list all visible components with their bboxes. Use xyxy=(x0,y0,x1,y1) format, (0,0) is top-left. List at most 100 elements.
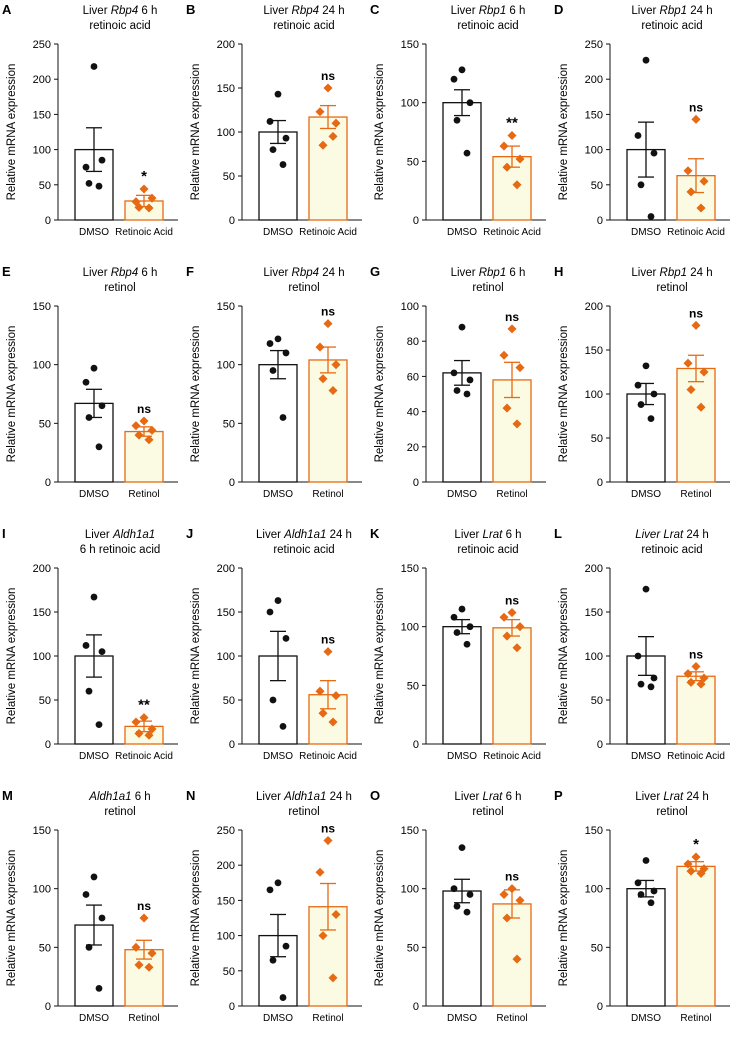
plot-area: 0 50 100 150 DMSO Retinoic Acid ns xyxy=(401,563,546,762)
y-tick-label: 100 xyxy=(585,884,603,896)
y-tick-label: 150 xyxy=(585,109,603,121)
chart-title: Aldh1a1 6 h xyxy=(88,791,150,803)
chart-title-part: 6 h xyxy=(502,791,521,803)
plot-area: 0 50 100 150 DMSO Retinol ns xyxy=(217,301,362,500)
data-point-treatment xyxy=(144,962,154,972)
chart-title: Liver Lrat 24 h xyxy=(635,529,709,541)
data-point-dmso xyxy=(650,149,658,157)
significance-label: ns xyxy=(689,100,703,114)
data-point-dmso xyxy=(90,873,98,881)
chart-subtitle: 6 h retinoic acid xyxy=(80,544,161,556)
plot-area: 0 50 100 150 DMSO Retinol ns xyxy=(33,825,178,1024)
plot-area: 0 50 100 150 200 DMSO Retinoic Acid ns xyxy=(217,563,362,762)
panel-letter: M xyxy=(2,788,13,803)
y-tick-label: 100 xyxy=(401,98,419,110)
y-tick-label: 50 xyxy=(39,180,51,192)
y-axis-label: Relative mRNA expression xyxy=(374,326,386,463)
x-tick-label: Retinol xyxy=(128,489,159,500)
y-axis-label: Relative mRNA expression xyxy=(6,588,18,725)
y-axis-label: Relative mRNA expression xyxy=(558,64,570,201)
data-point-dmso xyxy=(282,134,290,142)
y-tick-label: 150 xyxy=(217,607,235,619)
data-point-dmso xyxy=(647,899,655,907)
data-point-treatment xyxy=(315,107,325,117)
y-tick-label: 50 xyxy=(39,695,51,707)
y-tick-label: 200 xyxy=(33,74,51,86)
y-tick-label: 0 xyxy=(229,215,235,227)
data-point-dmso xyxy=(466,891,474,898)
chart-title-part: Liver xyxy=(85,529,113,541)
data-point-treatment xyxy=(323,83,333,93)
data-point-dmso xyxy=(274,879,282,887)
y-axis-label: Relative mRNA expression xyxy=(190,850,202,987)
chart-title-part: Lrat xyxy=(483,791,504,803)
y-tick-label: 0 xyxy=(45,477,51,489)
data-point-dmso xyxy=(642,362,650,370)
data-point-treatment xyxy=(315,867,325,877)
data-point-dmso xyxy=(95,721,103,729)
data-point-treatment xyxy=(683,166,693,176)
y-tick-label: 150 xyxy=(401,563,419,575)
panel-letter: H xyxy=(554,264,563,279)
data-point-treatment xyxy=(131,421,141,431)
y-tick-label: 100 xyxy=(401,622,419,634)
chart-title-part: Aldh1a1 xyxy=(283,791,326,803)
y-tick-label: 100 xyxy=(585,389,603,401)
y-tick-label: 100 xyxy=(217,651,235,663)
panel-letter: G xyxy=(370,264,380,279)
chart-title-part: Rbp4 xyxy=(111,5,139,17)
panel-letter: A xyxy=(2,2,12,17)
data-point-treatment xyxy=(691,662,701,672)
data-point-dmso xyxy=(634,652,642,660)
significance-label: ns xyxy=(689,648,703,662)
data-point-treatment xyxy=(696,679,706,689)
data-point-dmso xyxy=(82,891,90,898)
data-point-treatment xyxy=(691,320,701,330)
data-point-treatment xyxy=(691,852,701,862)
data-point-dmso xyxy=(279,994,287,1001)
chart-subtitle: retinoic acid xyxy=(273,544,334,556)
data-point-dmso xyxy=(282,635,290,642)
y-tick-label: 150 xyxy=(217,83,235,95)
chart-subtitle: retinoic acid xyxy=(457,544,518,556)
y-tick-label: 200 xyxy=(585,301,603,313)
data-point-dmso xyxy=(98,402,106,410)
chart-subtitle: retinoic acid xyxy=(89,20,150,32)
chart-panel-j: J Liver Aldh1a1 24 h retinoic acid Relative… xyxy=(186,526,362,762)
data-point-dmso xyxy=(90,593,98,601)
data-point-dmso xyxy=(95,182,103,190)
data-point-treatment xyxy=(515,363,525,373)
chart-title: Liver Aldh1a1 xyxy=(85,529,155,541)
chart-subtitle: retinoic acid xyxy=(273,20,334,32)
data-point-dmso xyxy=(453,387,461,394)
data-point-treatment xyxy=(499,141,509,151)
panel-letter: K xyxy=(370,526,380,541)
data-point-treatment xyxy=(134,430,144,440)
plot-area: 0 20 40 60 80 100 DMSO Retinol ns xyxy=(401,301,546,500)
data-point-treatment xyxy=(144,203,154,213)
y-tick-label: 150 xyxy=(33,607,51,619)
data-point-dmso xyxy=(647,683,655,691)
chart-title-part: Lrat xyxy=(663,791,684,803)
y-tick-label: 200 xyxy=(33,563,51,575)
y-tick-label: 50 xyxy=(223,171,235,183)
bar-dmso xyxy=(442,890,482,1007)
data-point-treatment xyxy=(147,724,157,734)
significance-label: ** xyxy=(138,697,150,714)
chart-title-part: Liver xyxy=(263,5,291,17)
y-tick-label: 200 xyxy=(217,563,235,575)
plot-area: 0 50 100 150 DMSO Retinol ns xyxy=(401,825,546,1024)
panel-letter: J xyxy=(186,526,193,541)
chart-subtitle: retinol xyxy=(656,806,687,818)
data-point-treatment xyxy=(691,114,701,124)
y-tick-label: 50 xyxy=(39,418,51,430)
bar-treatment xyxy=(124,430,164,483)
y-tick-label: 50 xyxy=(223,966,235,978)
data-point-dmso xyxy=(466,99,474,107)
chart-title-part: Liver xyxy=(631,5,659,17)
data-point-treatment xyxy=(683,358,693,368)
bar-treatment xyxy=(492,627,532,745)
